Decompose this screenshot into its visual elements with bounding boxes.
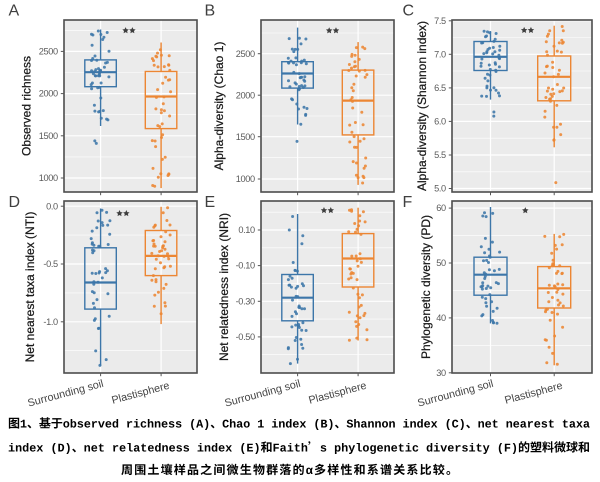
svg-text:Alpha-diversity (Chao 1): Alpha-diversity (Chao 1) (212, 42, 226, 171)
svg-text:-1.0: -1.0 (43, 317, 58, 327)
svg-text:7.5: 7.5 (434, 16, 446, 26)
svg-text:F: F (403, 194, 413, 211)
svg-text:2500: 2500 (236, 49, 255, 59)
svg-text:-0.50: -0.50 (236, 332, 255, 342)
svg-text:1000: 1000 (39, 173, 58, 183)
svg-text:E: E (205, 194, 216, 211)
svg-text:0.10: 0.10 (238, 225, 255, 235)
svg-text:Net relatedness index (NRI): Net relatedness index (NRI) (217, 213, 231, 361)
svg-text:5.5: 5.5 (434, 150, 446, 160)
svg-text:-0.10: -0.10 (236, 261, 255, 271)
svg-text:D: D (9, 194, 21, 211)
svg-text:A: A (9, 3, 20, 20)
svg-text:Phylogenetic diversity (PD): Phylogenetic diversity (PD) (419, 215, 433, 359)
svg-text:C: C (403, 3, 415, 20)
svg-text:40: 40 (436, 313, 446, 323)
svg-text:1000: 1000 (236, 174, 255, 184)
svg-text:50: 50 (436, 258, 446, 268)
svg-text:1500: 1500 (236, 132, 255, 142)
svg-text:30: 30 (436, 368, 446, 378)
svg-text:-0.30: -0.30 (236, 296, 255, 306)
svg-text:Net nearest taxa index (NTI): Net nearest taxa index (NTI) (23, 212, 37, 363)
svg-text:1500: 1500 (39, 131, 58, 141)
svg-text:0.0: 0.0 (46, 201, 58, 211)
svg-text:2500: 2500 (39, 47, 58, 57)
svg-text:7.0: 7.0 (434, 49, 446, 59)
svg-text:2000: 2000 (236, 90, 255, 100)
svg-text:-0.5: -0.5 (43, 259, 58, 269)
svg-text:5.0: 5.0 (434, 184, 446, 194)
svg-text:6.5: 6.5 (434, 83, 446, 93)
svg-text:60: 60 (436, 203, 446, 213)
svg-text:2000: 2000 (39, 89, 58, 99)
svg-text:Alpha-diversity (Shannon index: Alpha-diversity (Shannon index) (415, 21, 429, 191)
svg-text:6.0: 6.0 (434, 117, 446, 127)
svg-text:Observed richness: Observed richness (20, 56, 34, 156)
svg-text:B: B (205, 3, 216, 20)
